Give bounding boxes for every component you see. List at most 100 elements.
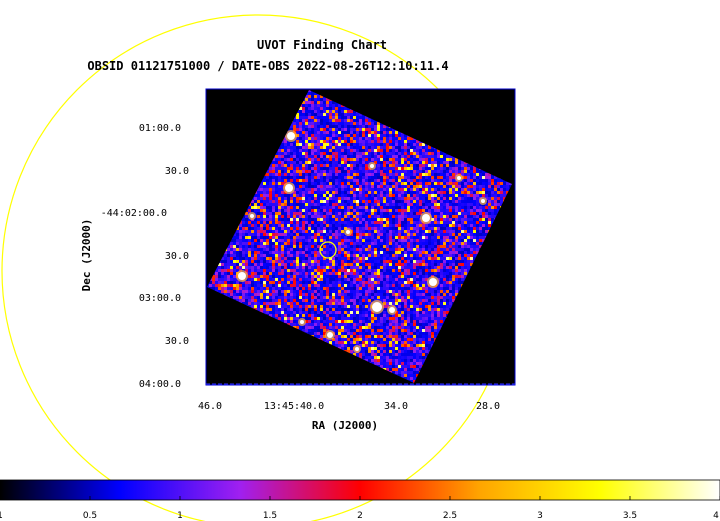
image-pixel (428, 173, 431, 176)
image-pixel (491, 191, 494, 194)
image-pixel (344, 182, 347, 185)
image-pixel (503, 197, 506, 200)
image-pixel (317, 116, 320, 119)
image-pixel (296, 179, 299, 182)
image-pixel (383, 227, 386, 230)
image-pixel (368, 146, 371, 149)
image-pixel (371, 200, 374, 203)
image-pixel (335, 128, 338, 131)
image-pixel (293, 119, 296, 122)
image-pixel (383, 158, 386, 161)
image-pixel (422, 164, 425, 167)
image-pixel (443, 224, 446, 227)
image-pixel (467, 230, 470, 233)
image-pixel (362, 116, 365, 119)
image-pixel (329, 167, 332, 170)
image-pixel (353, 224, 356, 227)
image-pixel (437, 230, 440, 233)
image-pixel (401, 191, 404, 194)
image-pixel (305, 149, 308, 152)
image-pixel (380, 200, 383, 203)
image-pixel (356, 164, 359, 167)
image-pixel (284, 143, 287, 146)
image-pixel (350, 122, 353, 125)
image-pixel (299, 191, 302, 194)
image-pixel (437, 173, 440, 176)
image-pixel (356, 137, 359, 140)
image-pixel (314, 194, 317, 197)
image-pixel (365, 155, 368, 158)
image-pixel (356, 203, 359, 206)
image-pixel (251, 203, 254, 206)
image-pixel (494, 191, 497, 194)
image-pixel (314, 95, 317, 98)
image-pixel (365, 200, 368, 203)
image-pixel (377, 212, 380, 215)
image-pixel (410, 230, 413, 233)
image-pixel (449, 155, 452, 158)
image-pixel (422, 152, 425, 155)
image-pixel (266, 176, 269, 179)
image-pixel (260, 209, 263, 212)
image-pixel (347, 206, 350, 209)
image-pixel (431, 173, 434, 176)
image-pixel (323, 209, 326, 212)
image-pixel (317, 176, 320, 179)
image-pixel (407, 230, 410, 233)
image-pixel (359, 209, 362, 212)
image-pixel (371, 203, 374, 206)
image-pixel (338, 119, 341, 122)
image-pixel (362, 164, 365, 167)
image-pixel (278, 149, 281, 152)
image-pixel (254, 209, 257, 212)
image-pixel (305, 167, 308, 170)
image-pixel (347, 152, 350, 155)
image-pixel (311, 140, 314, 143)
image-pixel (341, 212, 344, 215)
image-pixel (341, 152, 344, 155)
image-pixel (443, 191, 446, 194)
image-pixel (329, 137, 332, 140)
image-pixel (437, 197, 440, 200)
image-pixel (317, 107, 320, 110)
image-pixel (440, 230, 443, 233)
image-pixel (266, 215, 269, 218)
image-pixel (353, 110, 356, 113)
image-pixel (293, 212, 296, 215)
image-pixel (320, 224, 323, 227)
image-pixel (275, 170, 278, 173)
image-pixel (386, 215, 389, 218)
image-pixel (365, 158, 368, 161)
image-pixel (308, 107, 311, 110)
image-pixel (344, 212, 347, 215)
image-pixel (314, 164, 317, 167)
image-pixel (368, 224, 371, 227)
image-pixel (374, 224, 377, 227)
image-pixel (320, 164, 323, 167)
image-pixel (332, 104, 335, 107)
image-pixel (377, 209, 380, 212)
image-pixel (263, 200, 266, 203)
image-pixel (338, 161, 341, 164)
image-pixel (452, 194, 455, 197)
image-pixel (290, 149, 293, 152)
image-pixel (359, 218, 362, 221)
image-pixel (500, 203, 503, 206)
image-pixel (359, 173, 362, 176)
image-pixel (473, 203, 476, 206)
image-pixel (317, 119, 320, 122)
image-pixel (260, 212, 263, 215)
image-pixel (368, 119, 371, 122)
image-pixel (308, 227, 311, 230)
image-pixel (464, 179, 467, 182)
image-pixel (428, 200, 431, 203)
image-pixel (263, 206, 266, 209)
image-pixel (311, 173, 314, 176)
image-pixel (308, 233, 311, 236)
image-pixel (350, 152, 353, 155)
image-pixel (491, 185, 494, 188)
image-pixel (326, 167, 329, 170)
image-pixel (425, 230, 428, 233)
image-pixel (320, 218, 323, 221)
image-pixel (407, 200, 410, 203)
